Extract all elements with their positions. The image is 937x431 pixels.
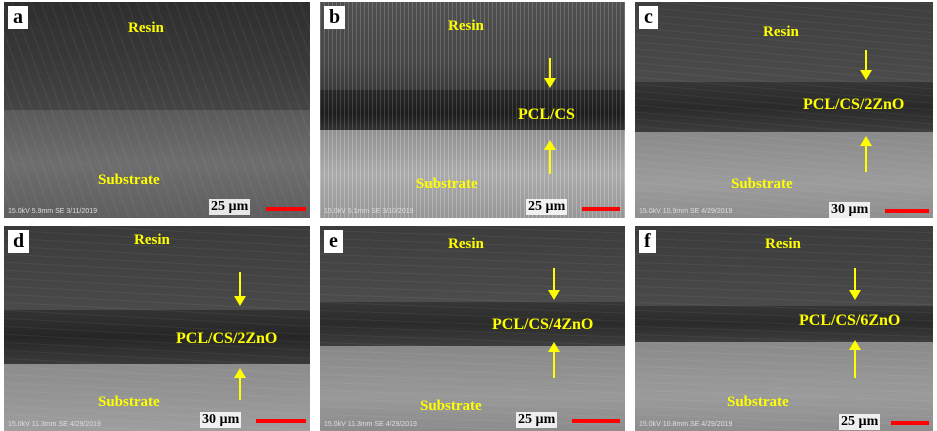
scale-bar-label: 25 µm bbox=[839, 414, 881, 430]
panel-letter: c bbox=[639, 6, 658, 29]
scale-bar bbox=[891, 421, 929, 425]
resin-label: Resin bbox=[763, 24, 799, 40]
resin-label: Resin bbox=[128, 20, 164, 36]
up-arrow-icon bbox=[234, 368, 246, 400]
polish-streaks bbox=[4, 2, 310, 218]
resin-layer bbox=[320, 226, 625, 302]
sem-info-bar: 15.0kV 5.1mm SE 3/10/2019 bbox=[324, 208, 414, 215]
substrate-label: Substrate bbox=[727, 394, 789, 410]
scale-bar bbox=[572, 419, 620, 423]
coating-layer bbox=[320, 302, 625, 346]
coating-label: PCL/CS/4ZnO bbox=[492, 316, 594, 333]
sem-info-bar: 15.0kV 11.3mm SE 4/29/2019 bbox=[8, 421, 101, 428]
polish-streaks bbox=[320, 2, 625, 218]
resin-layer bbox=[635, 226, 933, 306]
resin-label: Resin bbox=[765, 236, 801, 252]
up-arrow-icon bbox=[849, 340, 861, 378]
panel-letter: f bbox=[639, 230, 656, 253]
sem-info-bar: 15.0kV 10.9mm SE 4/29/2019 bbox=[639, 208, 733, 215]
resin-label: Resin bbox=[448, 236, 484, 252]
sem-info-bar: 15.0kV 11.3mm SE 4/29/2019 bbox=[324, 421, 417, 428]
down-arrow-icon bbox=[548, 268, 560, 300]
coating-label: PCL/CS bbox=[518, 106, 575, 123]
resin-layer bbox=[4, 2, 310, 110]
coating-layer bbox=[635, 82, 933, 132]
sem-info-bar: 15.0kV 10.8mm SE 4/29/2019 bbox=[639, 421, 733, 428]
coating-layer bbox=[4, 310, 310, 364]
down-arrow-icon bbox=[234, 272, 246, 306]
substrate-label: Substrate bbox=[98, 172, 160, 188]
sem-panel-a: a Resin Substrate 25 µm 15.0kV 5.9mm SE … bbox=[4, 2, 310, 218]
scale-bar-label: 25 µm bbox=[516, 412, 558, 428]
substrate-label: Substrate bbox=[731, 176, 793, 192]
substrate-layer bbox=[320, 346, 625, 431]
substrate-label: Substrate bbox=[420, 398, 482, 414]
down-arrow-icon bbox=[860, 50, 872, 80]
scale-bar-label: 25 µm bbox=[526, 199, 568, 215]
scale-bar bbox=[266, 207, 306, 211]
up-arrow-icon bbox=[544, 140, 556, 174]
up-arrow-icon bbox=[860, 136, 872, 172]
sem-panel-e: e Resin PCL/CS/4ZnO Substrate 25 µm 15.0… bbox=[320, 226, 625, 431]
sem-panel-c: c Resin PCL/CS/2ZnO Substrate 30 µm 15.0… bbox=[635, 2, 933, 218]
down-arrow-icon bbox=[849, 268, 861, 300]
substrate-layer bbox=[635, 342, 933, 431]
resin-label: Resin bbox=[134, 232, 170, 248]
panel-letter: a bbox=[8, 6, 28, 29]
coating-layer bbox=[635, 306, 933, 342]
substrate-layer bbox=[4, 110, 310, 218]
sem-info-bar: 15.0kV 5.9mm SE 3/11/2019 bbox=[8, 208, 97, 215]
resin-label: Resin bbox=[448, 18, 484, 34]
sem-panel-b: b Resin PCL/CS Substrate 25 µm 15.0kV 5.… bbox=[320, 2, 625, 218]
resin-layer bbox=[635, 2, 933, 82]
scale-bar-label: 30 µm bbox=[200, 412, 242, 428]
resin-layer bbox=[320, 2, 625, 90]
panel-letter: b bbox=[324, 6, 346, 29]
polish-streaks bbox=[635, 226, 933, 431]
scale-bar-label: 30 µm bbox=[829, 202, 871, 218]
substrate-label: Substrate bbox=[416, 176, 478, 192]
scale-bar bbox=[582, 207, 620, 211]
scale-bar bbox=[885, 209, 929, 213]
polish-streaks bbox=[4, 226, 310, 431]
down-arrow-icon bbox=[544, 58, 556, 88]
panel-letter: e bbox=[324, 230, 343, 253]
substrate-layer bbox=[635, 132, 933, 218]
polish-streaks bbox=[320, 226, 625, 431]
coating-label: PCL/CS/2ZnO bbox=[176, 330, 278, 347]
panel-letter: d bbox=[8, 230, 30, 253]
resin-layer bbox=[4, 226, 310, 310]
sem-panel-d: d Resin PCL/CS/2ZnO Substrate 30 µm 15.0… bbox=[4, 226, 310, 431]
substrate-label: Substrate bbox=[98, 394, 160, 410]
substrate-layer bbox=[320, 130, 625, 218]
sem-panel-f: f Resin PCL/CS/6ZnO Substrate 25 µm 15.0… bbox=[635, 226, 933, 431]
scale-bar bbox=[256, 419, 306, 423]
scale-bar-label: 25 µm bbox=[209, 199, 251, 215]
coating-layer bbox=[320, 90, 625, 130]
coating-label: PCL/CS/2ZnO bbox=[803, 96, 905, 113]
polish-streaks bbox=[635, 2, 933, 218]
coating-label: PCL/CS/6ZnO bbox=[799, 312, 901, 329]
up-arrow-icon bbox=[548, 342, 560, 378]
